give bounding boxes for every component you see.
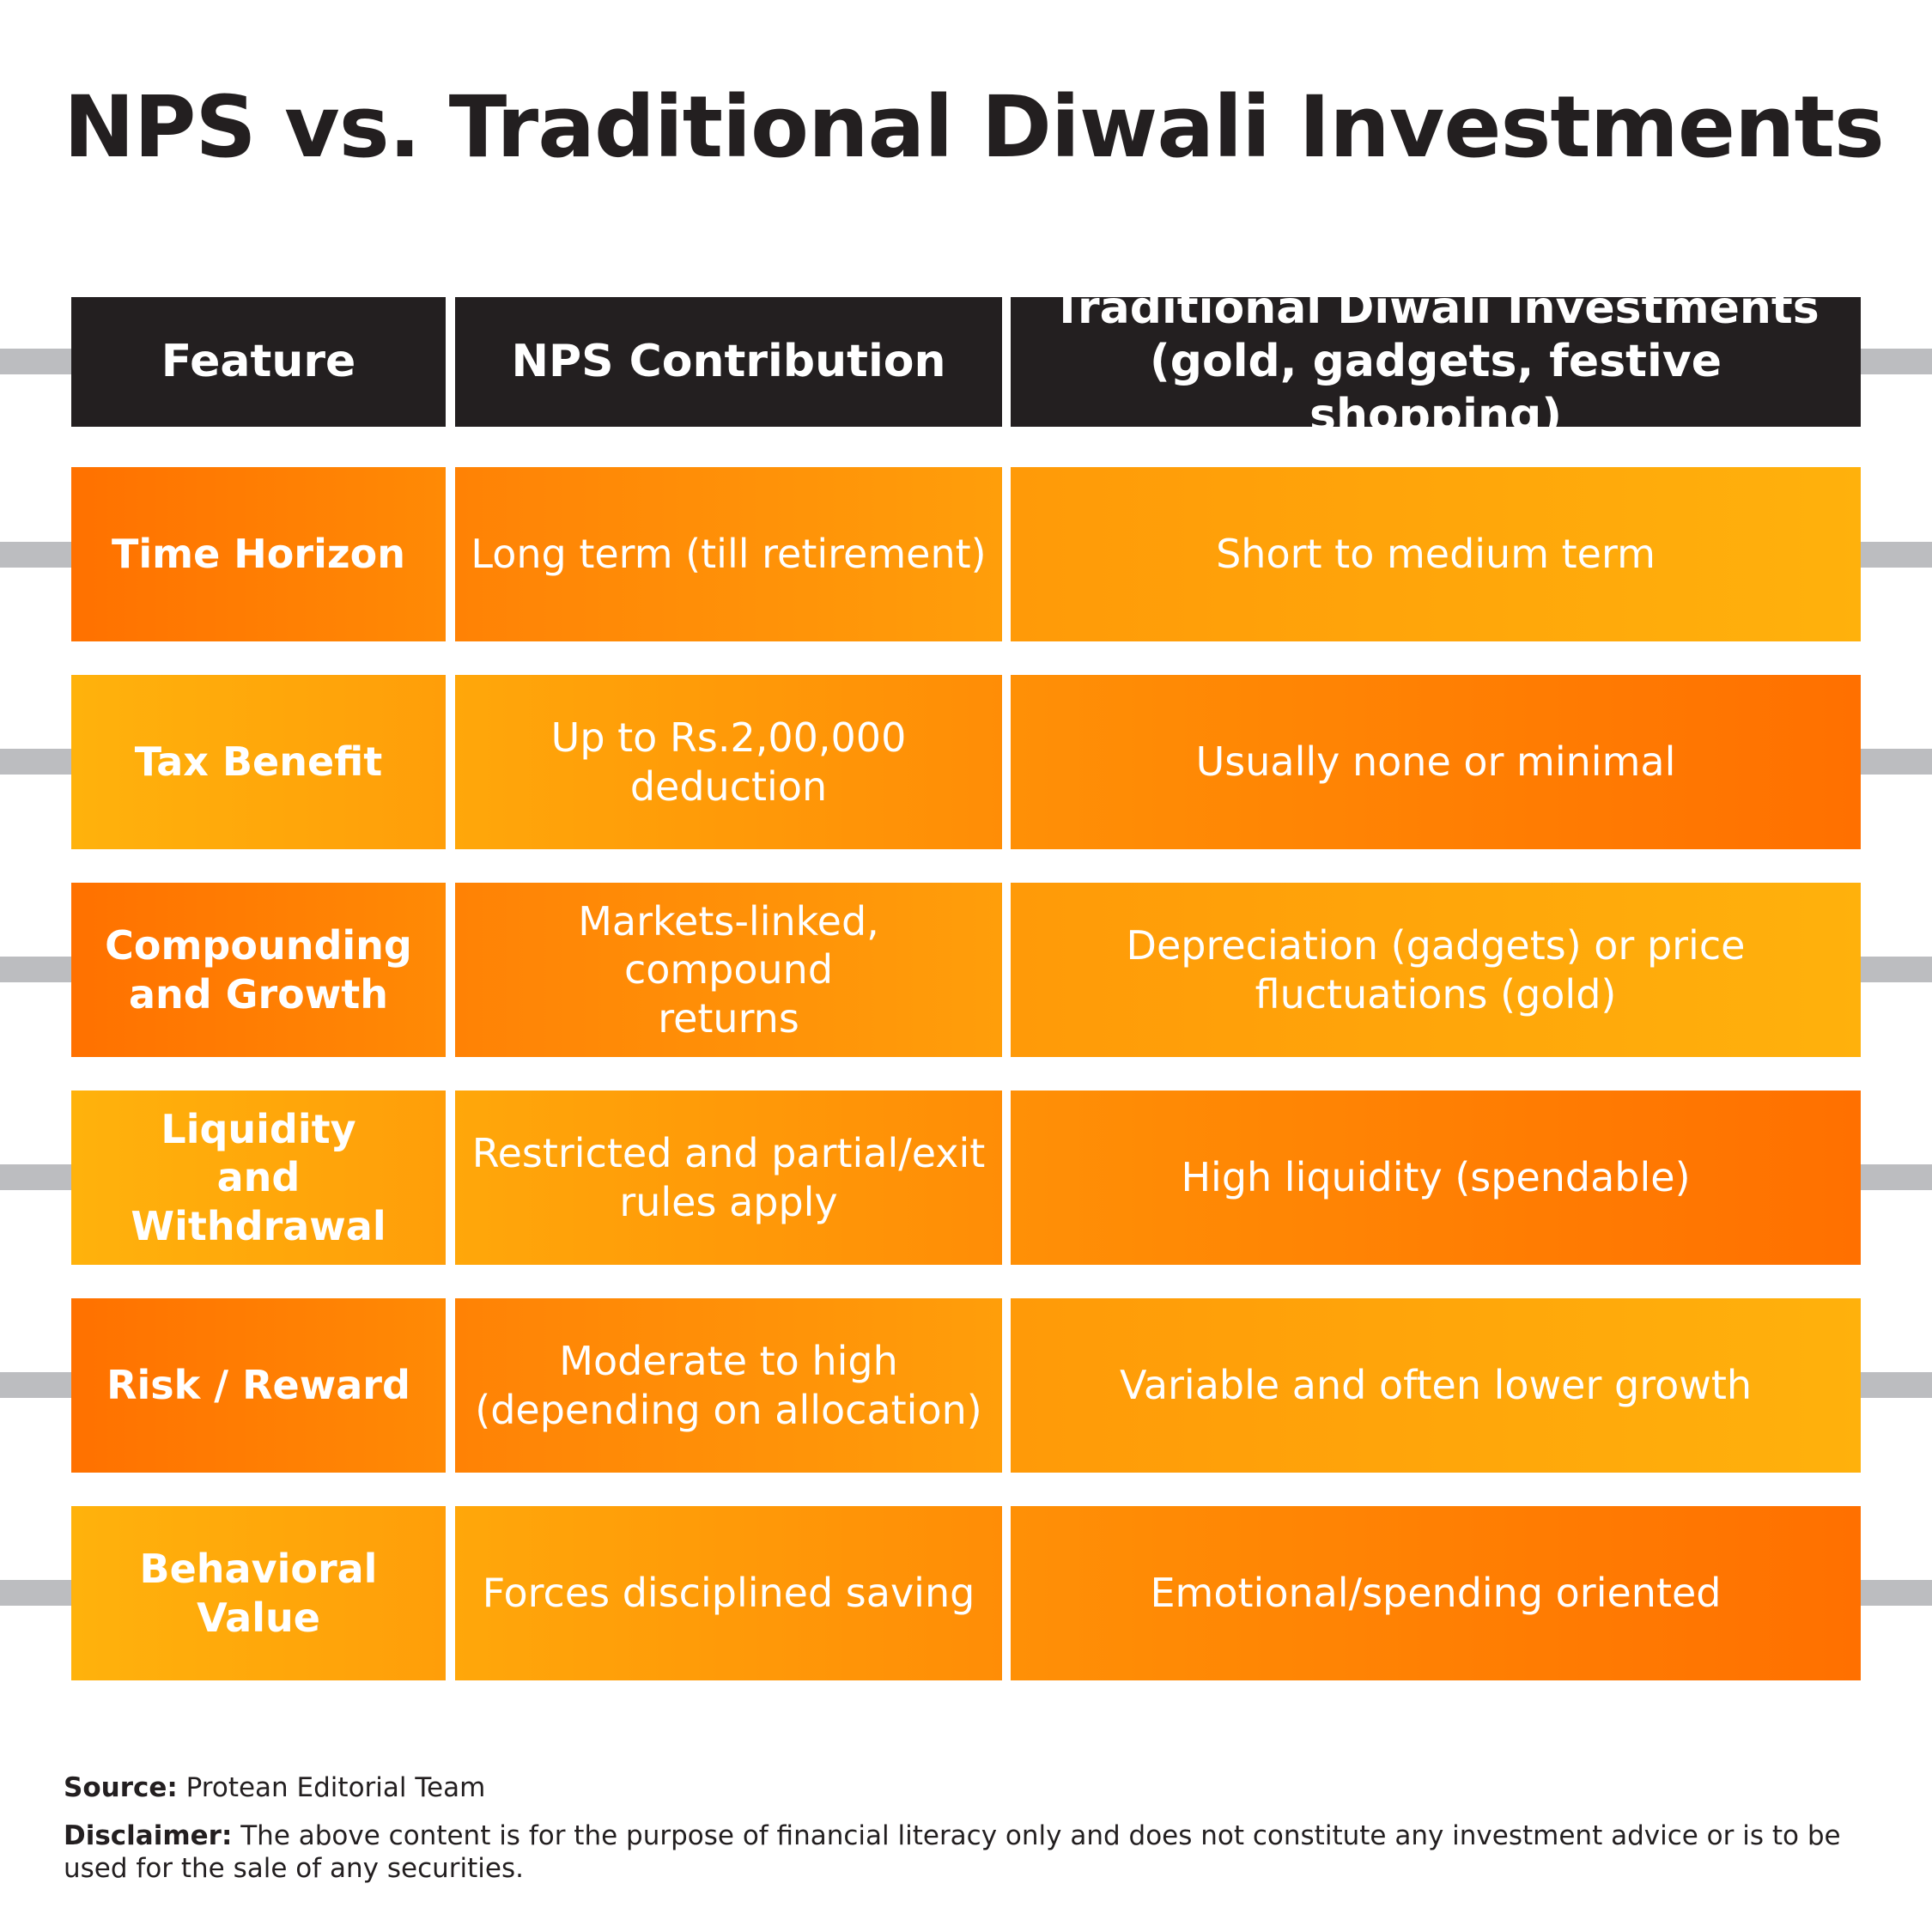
row-rail-right (1855, 957, 1932, 982)
row-rail-left (0, 1164, 77, 1190)
row-nps-value: Forces disciplined saving (482, 1570, 975, 1617)
row-nps-value: Long term (till retirement) (471, 531, 987, 578)
disclaimer-note: Disclaimer: The above content is for the… (64, 1820, 1875, 1886)
row-feature-cell: Liquidity and Withdrawal (71, 1091, 446, 1265)
row-rail-right (1855, 1580, 1932, 1606)
row-traditional-cell: High liquidity (spendable) (1011, 1091, 1861, 1265)
row-feature-label: Liquidity and Withdrawal (131, 1106, 386, 1249)
row-traditional-cell: Emotional/spending oriented (1011, 1506, 1861, 1680)
header-feature: Feature (71, 297, 446, 427)
row-traditional-value: Emotional/spending oriented (1150, 1570, 1722, 1617)
row-traditional-value: Depreciation (gadgets) or price fluctuat… (1126, 922, 1746, 1018)
row-feature-cell: Behavioral Value (71, 1506, 446, 1680)
row-traditional-cell: Variable and often lower growth (1011, 1298, 1861, 1473)
row-rail-left (0, 1372, 77, 1398)
header-rail-right (1855, 349, 1932, 374)
row-traditional-value: Usually none or minimal (1195, 738, 1676, 786)
row-feature-label: Risk / Reward (106, 1362, 410, 1409)
header-traditional-label: Traditional Diwali Investments (gold, ga… (1052, 282, 1820, 441)
row-feature-cell: Risk / Reward (71, 1298, 446, 1473)
row-rail-right (1855, 749, 1932, 775)
row-traditional-cell: Usually none or minimal (1011, 675, 1861, 849)
header-nps-label: NPS Contribution (511, 336, 946, 388)
row-nps-value: Markets-linked, compound returns (578, 898, 879, 1042)
header-nps: NPS Contribution (455, 297, 1002, 427)
row-nps-value: Up to Rs.2,00,000 deduction (550, 714, 907, 810)
row-nps-cell: Long term (till retirement) (455, 467, 1002, 641)
row-nps-cell: Forces disciplined saving (455, 1506, 1002, 1680)
row-nps-value: Moderate to high (depending on allocatio… (475, 1338, 982, 1433)
source-note: Source: Protean Editorial Team (64, 1772, 1875, 1805)
disclaimer-label: Disclaimer: (64, 1820, 233, 1851)
row-rail-left (0, 957, 77, 982)
row-rail-right (1855, 542, 1932, 568)
source-label: Source: (64, 1772, 178, 1803)
row-feature-cell: Tax Benefit (71, 675, 446, 849)
row-nps-cell: Restricted and partial/exit rules apply (455, 1091, 1002, 1265)
row-rail-right (1855, 1164, 1932, 1190)
row-traditional-cell: Short to medium term (1011, 467, 1861, 641)
disclaimer-text: The above content is for the purpose of … (64, 1820, 1841, 1884)
row-traditional-value: Short to medium term (1216, 531, 1656, 578)
row-rail-left (0, 542, 77, 568)
row-rail-right (1855, 1372, 1932, 1398)
row-feature-label: Compounding and Growth (105, 922, 412, 1018)
row-traditional-cell: Depreciation (gadgets) or price fluctuat… (1011, 883, 1861, 1057)
row-feature-label: Tax Benefit (134, 738, 383, 786)
row-rail-left (0, 1580, 77, 1606)
row-feature-label: Time Horizon (112, 531, 405, 578)
row-feature-cell: Compounding and Growth (71, 883, 446, 1057)
row-nps-cell: Up to Rs.2,00,000 deduction (455, 675, 1002, 849)
row-nps-value: Restricted and partial/exit rules apply (471, 1130, 986, 1225)
row-feature-cell: Time Horizon (71, 467, 446, 641)
header-feature-label: Feature (161, 336, 356, 388)
page-title: NPS vs. Traditional Diwali Investments (64, 78, 1885, 177)
row-feature-label: Behavioral Value (139, 1546, 378, 1641)
header-traditional: Traditional Diwali Investments (gold, ga… (1011, 283, 1861, 441)
row-nps-cell: Moderate to high (depending on allocatio… (455, 1298, 1002, 1473)
source-text: Protean Editorial Team (185, 1772, 486, 1803)
row-nps-cell: Markets-linked, compound returns (455, 883, 1002, 1057)
row-traditional-value: Variable and often lower growth (1119, 1362, 1753, 1409)
header-rail-left (0, 349, 77, 374)
row-rail-left (0, 749, 77, 775)
row-traditional-value: High liquidity (spendable) (1181, 1154, 1691, 1201)
